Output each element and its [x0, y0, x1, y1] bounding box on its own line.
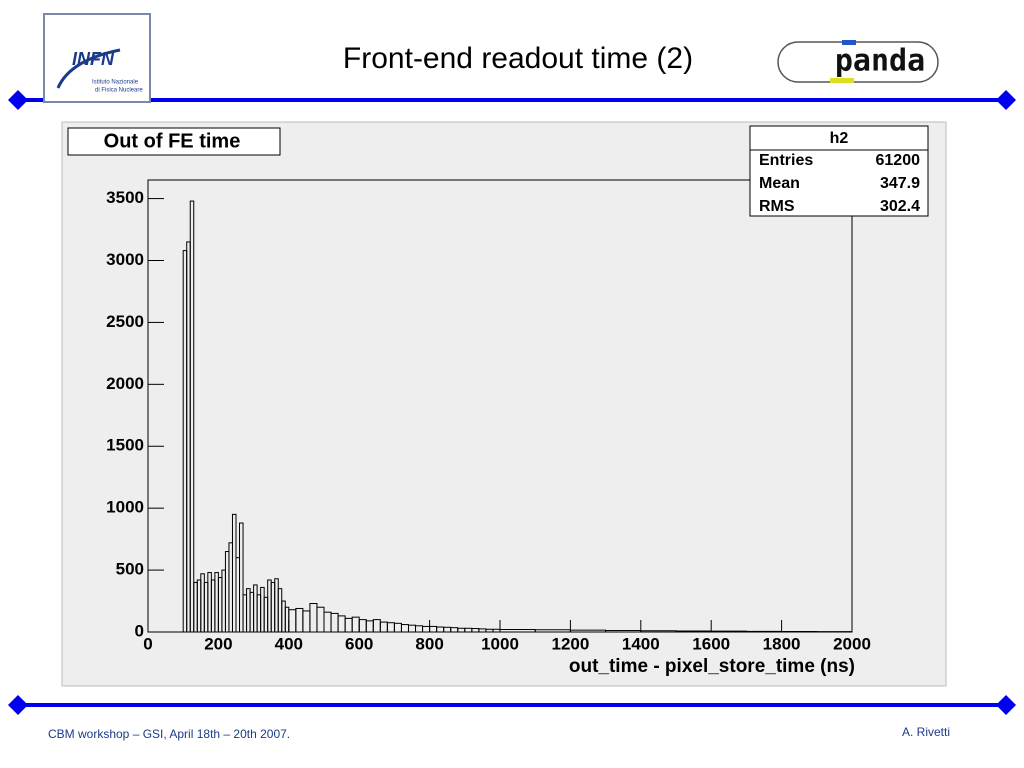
footer-right: A. Rivetti: [902, 725, 950, 739]
stats-value: 347.9: [880, 175, 920, 192]
diamond: [996, 90, 1016, 110]
y-tick-label: 2500: [106, 312, 144, 331]
infn-line: Istituto Nazionale: [92, 80, 139, 86]
x-tick-label: 0: [143, 634, 152, 653]
x-tick-label: 600: [345, 634, 373, 653]
y-tick-label: 1500: [106, 436, 144, 455]
x-tick-label: 1600: [692, 634, 730, 653]
x-tick-label: 800: [415, 634, 443, 653]
bar: [239, 522, 244, 633]
infn-line: di Fisica Nucleare: [95, 88, 143, 94]
y-tick-label: 500: [116, 560, 144, 579]
title-box: [67, 127, 281, 156]
chart-title: Out of FE time: [104, 130, 241, 152]
plot-frame: [147, 179, 853, 633]
infn-name: INFN: [72, 49, 115, 69]
bar: [745, 630, 783, 633]
panda-mark: [830, 78, 854, 83]
panda-mark: [842, 40, 856, 45]
stats-box: [749, 125, 929, 217]
stats-key: Mean: [759, 175, 800, 192]
stats-key: RMS: [759, 198, 795, 215]
x-tick-label: 1000: [481, 634, 519, 653]
footer-left: CBM workshop – GSI, April 18th – 20th 20…: [48, 727, 290, 741]
y-tick-label: 3000: [106, 250, 144, 269]
infn-logo: [43, 13, 151, 103]
bar: [675, 630, 712, 633]
x-tick-label: 400: [275, 634, 303, 653]
y-tick-label: 3500: [106, 188, 144, 207]
x-tick-label: 1400: [622, 634, 660, 653]
panda-logo: [777, 41, 939, 83]
y-tick-label: 2000: [106, 374, 144, 393]
diamond: [8, 695, 28, 715]
y-tick-label: 0: [135, 621, 144, 640]
stats-title: h2: [830, 130, 849, 147]
stats-value: 61200: [876, 152, 921, 169]
x-tick-label: 1800: [763, 634, 801, 653]
x-axis-label: out_time - pixel_store_time (ns): [569, 656, 855, 677]
y-tick-label: 1000: [106, 498, 144, 517]
panda-name: panda: [835, 44, 925, 79]
stats-value: 302.4: [880, 198, 920, 215]
bar: [189, 200, 195, 633]
x-tick-label: 2000: [833, 634, 871, 653]
stats-key: Entries: [759, 152, 813, 169]
infn-arc: [56, 48, 121, 89]
diamond: [8, 90, 28, 110]
diamond: [996, 695, 1016, 715]
x-tick-label: 1200: [551, 634, 589, 653]
slide-title: Front-end readout time (2): [343, 42, 693, 75]
x-tick-label: 200: [204, 634, 232, 653]
bar: [710, 630, 747, 633]
